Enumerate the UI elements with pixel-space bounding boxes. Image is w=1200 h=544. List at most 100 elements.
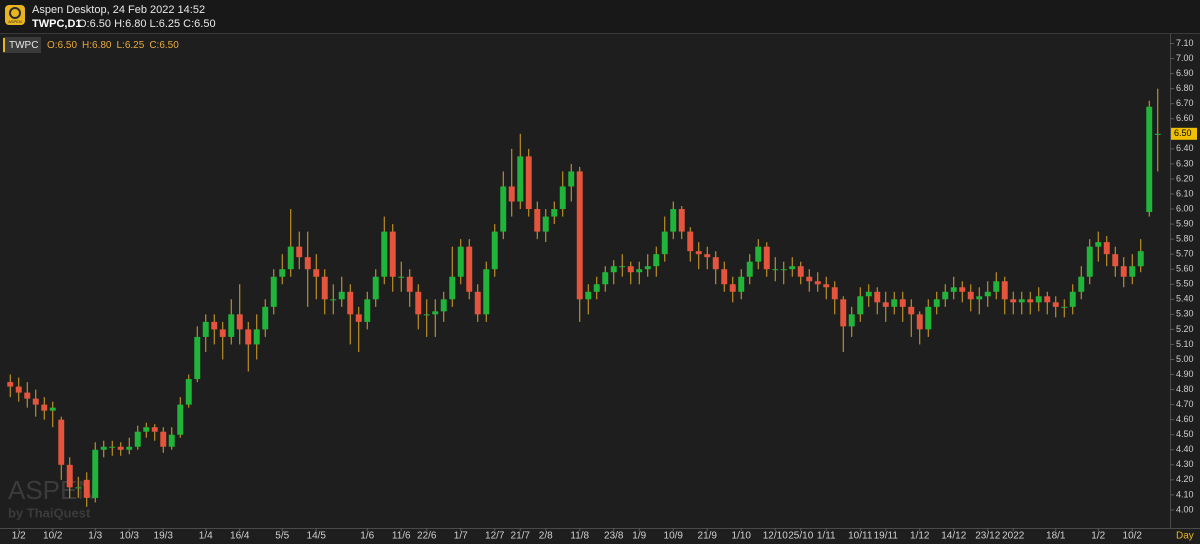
candle-body (321, 276, 328, 300)
y-tick-label: 6.40 (1176, 143, 1194, 153)
x-tick-label: 16/4 (230, 531, 250, 542)
y-tick-label: 6.90 (1176, 68, 1194, 78)
y-tick-label: 5.80 (1176, 233, 1194, 243)
candle-body (24, 392, 31, 399)
x-tick-label: 21/7 (511, 531, 531, 542)
candle-body (585, 291, 592, 300)
candle-body (58, 419, 65, 465)
legend-symbol-box (3, 37, 41, 53)
candle-body (959, 287, 966, 292)
legend-value: O:6.50 (47, 40, 77, 51)
candle-body (1044, 296, 1051, 303)
candle-body (1086, 246, 1093, 277)
x-tick-label: 23/12 (975, 531, 1000, 542)
candle-body (857, 296, 864, 315)
candle-body (848, 314, 855, 327)
candle-body (806, 276, 813, 282)
candle-body (636, 269, 643, 273)
candle-body (160, 431, 167, 447)
x-tick-label: 25/10 (788, 531, 813, 542)
x-tick-label: 1/7 (454, 531, 468, 542)
logo-icon (9, 7, 21, 19)
y-tick-label: 6.30 (1176, 158, 1194, 168)
candle-body (831, 287, 838, 300)
candle-body (398, 276, 405, 278)
x-tick-label: 11/8 (570, 531, 589, 542)
y-tick-label: 4.00 (1176, 504, 1194, 514)
candle-body (483, 269, 490, 315)
candle-body (355, 314, 362, 322)
candle-body (772, 269, 779, 271)
candle-body (627, 266, 634, 273)
x-tick-label: 1/9 (632, 531, 646, 542)
candle-body (151, 427, 158, 432)
x-tick-label: 10/3 (120, 531, 140, 542)
candle-body (330, 299, 337, 301)
legend-value: H:6.80 (82, 40, 112, 51)
candle-body (568, 171, 575, 187)
candle-body (1103, 242, 1110, 255)
candle-body (287, 246, 294, 270)
candle-body (712, 257, 719, 270)
x-tick-label: 1/2 (12, 531, 26, 542)
candle-body (381, 231, 388, 277)
candle-body (134, 431, 141, 447)
candle-body (270, 276, 277, 307)
candle-body (415, 291, 422, 315)
candle-body (687, 231, 694, 252)
candle-body (874, 291, 881, 303)
x-tick-label: 1/3 (88, 531, 102, 542)
x-tick-label: 11/6 (392, 531, 411, 542)
candle-body (976, 296, 983, 300)
candle-body (755, 246, 762, 262)
y-tick-label: 5.60 (1176, 264, 1194, 274)
watermark-by: by ThaiQuest (8, 505, 91, 520)
candle-body (882, 302, 889, 307)
candle-body (423, 314, 430, 316)
candle-body (372, 276, 379, 300)
logo-text: ASPEN (8, 19, 22, 24)
candle-body (763, 246, 770, 270)
candle-body (551, 209, 558, 217)
candle-body (440, 299, 447, 312)
y-tick-label: 4.40 (1176, 444, 1194, 454)
candle-body (1112, 254, 1119, 267)
candle-body (559, 186, 566, 210)
candle-body (41, 404, 48, 411)
x-tick-label: 10/11 (848, 531, 873, 542)
x-tick-label: 14/12 (941, 531, 966, 542)
candle-body (517, 156, 524, 202)
candle-body (1035, 296, 1042, 303)
y-tick-label: 4.90 (1176, 369, 1194, 379)
y-tick-label: 4.70 (1176, 399, 1194, 409)
plot: 4.00 4.10 4.20 4.30 4.40 4.50 4.60 4.70 4.80 4.90… (7, 38, 1197, 542)
candle-body (670, 209, 677, 232)
y-tick-label: 4.60 (1176, 414, 1194, 424)
x-tick-label: 1/6 (360, 531, 374, 542)
candle-body (602, 272, 609, 285)
candle-body (364, 299, 371, 322)
candle-body (1069, 291, 1076, 307)
candle-body (296, 246, 303, 258)
candle-body (738, 276, 745, 292)
x-tick-label: 12/10 (763, 531, 788, 542)
candle-body (653, 254, 660, 267)
legend-values: O:6.50 H:6.80 L:6.25 C:6.50 (47, 40, 179, 51)
candle-body (1018, 299, 1025, 303)
x-tick-label: 22/6 (417, 531, 437, 542)
candle-body (678, 209, 685, 232)
y-tick-label: 4.80 (1176, 384, 1194, 394)
legend-symbol: TWPC (9, 40, 38, 51)
candle-body (7, 382, 14, 387)
candle-body (823, 284, 830, 288)
y-tick-label: 4.20 (1176, 474, 1194, 484)
y-tick-label: 7.10 (1176, 38, 1194, 48)
candle-body (457, 246, 464, 277)
x-tick-label: 1/4 (199, 531, 213, 542)
x-tick-label: 19/11 (874, 531, 899, 542)
candle-body (83, 479, 90, 498)
candle-body (899, 299, 906, 307)
legend-value: L:6.25 (117, 40, 145, 51)
